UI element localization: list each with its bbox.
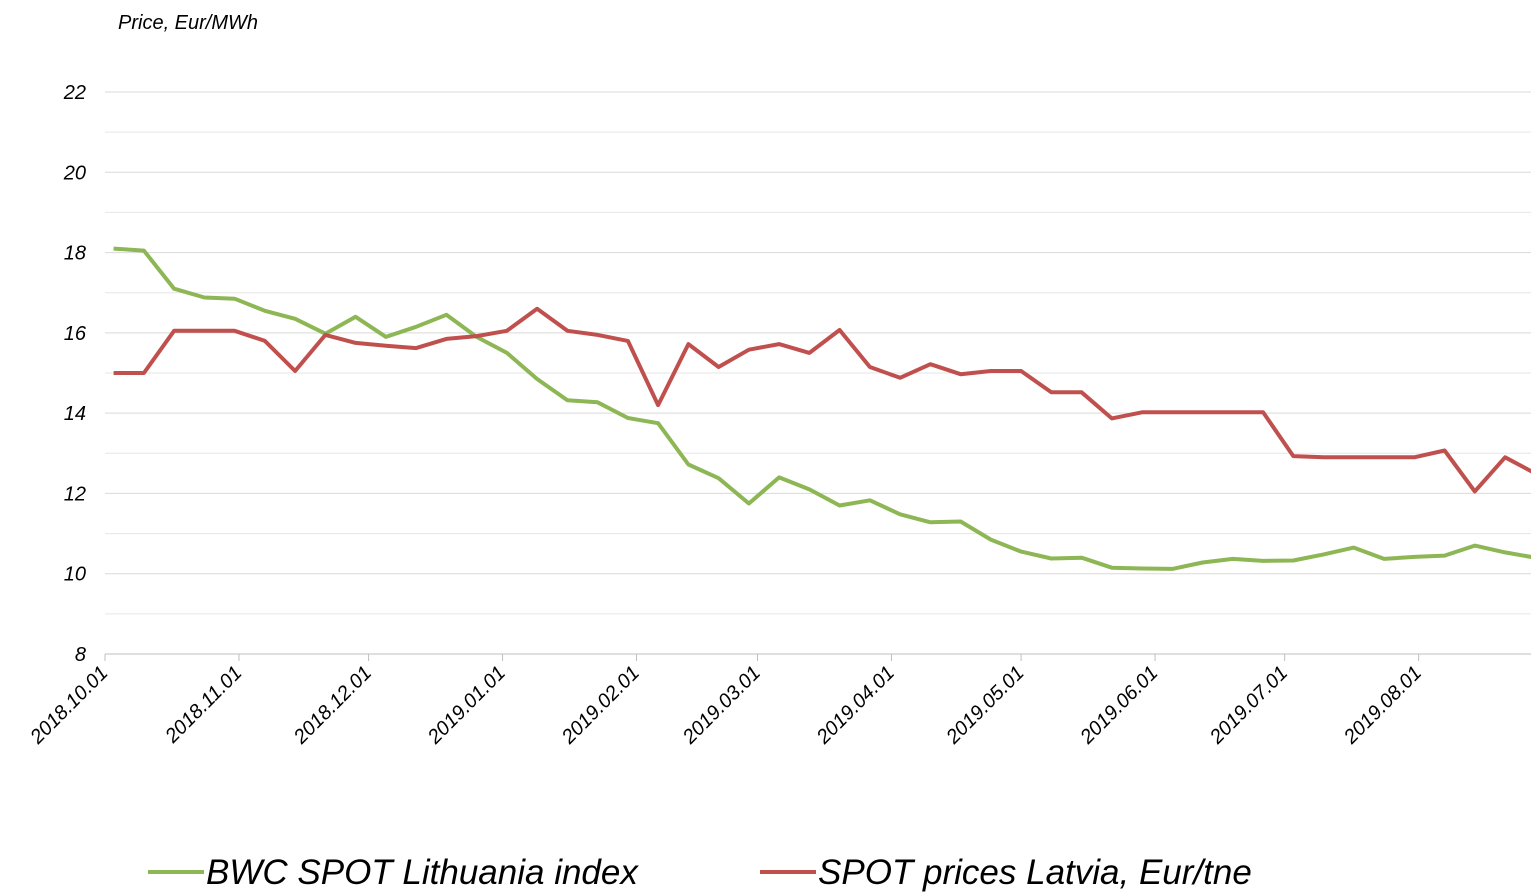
- x-tick-label: 2019.02.01: [557, 662, 644, 749]
- labels: 8 10 12 14 16 18 20 22 2018.10.01 2018.11.01 2018.…: [25, 82, 1426, 892]
- x-tick-label: 2019.08.01: [1339, 662, 1426, 749]
- y-tick-label: 22: [63, 82, 86, 104]
- y-axis-label: Price, Eur/MWh: [118, 12, 258, 34]
- legend-label: BWC SPOT Lithuania index: [206, 853, 639, 892]
- x-tick-label: 2018.11.01: [160, 662, 246, 748]
- x-tick-label: 2019.07.01: [1205, 662, 1292, 749]
- y-tick-label: 8: [75, 644, 86, 666]
- series-line: [113, 306, 1531, 494]
- x-tick-label: 2019.04.01: [812, 662, 899, 749]
- plot: [113, 246, 1531, 571]
- x-tick-label: 2019.03.01: [678, 662, 765, 749]
- y-tick-label: 20: [63, 162, 86, 184]
- x-tick-label: 2019.05.01: [942, 662, 1029, 749]
- y-tick-label: 18: [64, 243, 86, 265]
- x-tick-label: 2018.12.01: [289, 662, 376, 749]
- x-tick-label: 2019.06.01: [1076, 662, 1163, 749]
- series-line: [113, 246, 1531, 571]
- x-tick-label: 2018.10.01: [25, 662, 112, 749]
- y-tick-label: 12: [64, 483, 86, 505]
- legend-label: SPOT prices Latvia, Eur/tne: [818, 853, 1252, 892]
- x-tick-label: 2019.01.01: [423, 662, 510, 749]
- y-tick-label: 10: [64, 564, 86, 586]
- y-tick-label: 14: [64, 403, 86, 425]
- grid: [104, 91, 1531, 661]
- y-tick-label: 16: [64, 323, 87, 345]
